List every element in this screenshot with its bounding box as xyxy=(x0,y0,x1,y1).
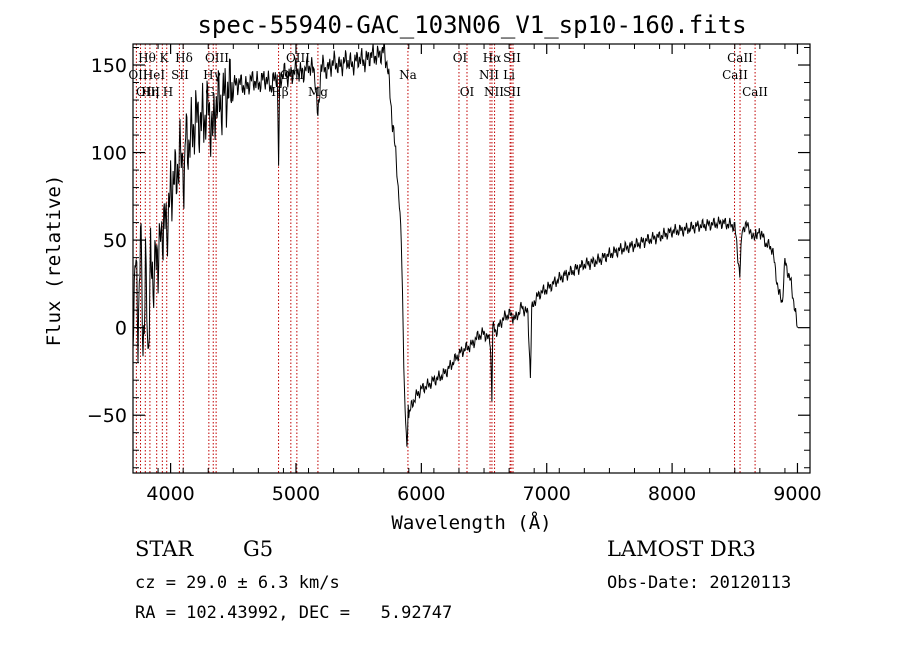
spectral-line-label: HeI xyxy=(143,68,166,82)
object-class: STAR xyxy=(135,537,194,561)
spectral-line-label: CaII xyxy=(722,68,748,82)
spectral-line-label: CaII xyxy=(742,85,768,99)
redshift-readout: cz = 29.0 ± 6.3 km/s xyxy=(135,573,340,593)
coordinates: RA = 102.43992, DEC = 5.92747 xyxy=(135,603,453,623)
spectral-line-label: Mg xyxy=(308,85,328,99)
spectral-line-label: Hδ xyxy=(175,51,193,65)
spectral-line-label: Hη xyxy=(141,85,159,99)
y-tick-label: 150 xyxy=(91,55,127,77)
spectral-line-label: Na xyxy=(399,68,417,82)
spectral-line-label: OIII xyxy=(136,85,160,99)
spectrum-line xyxy=(133,44,798,447)
spectral-line-label: OIII xyxy=(205,51,229,65)
spectral-line-label: OIII xyxy=(286,51,310,65)
spectral-line-label: H xyxy=(163,85,173,99)
observation-date: Obs-Date: 20120113 xyxy=(607,573,792,593)
spectral-line-label: CaII xyxy=(727,51,753,65)
survey-name: LAMOST DR3 xyxy=(607,537,756,561)
y-tick-label: 100 xyxy=(91,143,127,165)
spectral-line-label: OI xyxy=(453,51,468,65)
spectral-line-label: SII xyxy=(171,68,189,82)
spectral-line-label: G xyxy=(205,85,215,99)
x-tick-label: 8000 xyxy=(648,483,696,505)
object-subclass: G5 xyxy=(243,537,274,561)
spectral-line-label: NII xyxy=(479,68,499,82)
y-axis-label: Flux (relative) xyxy=(43,175,65,347)
spectral-line-label: Hβ xyxy=(271,85,288,99)
spectral-line-label: SII xyxy=(503,85,521,99)
y-tick-label: 0 xyxy=(115,318,127,340)
y-tick-label: −50 xyxy=(87,405,127,427)
spectral-line-label: SII xyxy=(503,51,521,65)
plot-frame xyxy=(132,43,811,474)
x-tick-label: 7000 xyxy=(523,483,571,505)
spectral-line-label: Hα xyxy=(483,51,502,65)
spectral-line-label: Hθ xyxy=(138,51,156,65)
x-tick-label: 5000 xyxy=(272,483,320,505)
spectral-line-label: K xyxy=(160,51,170,65)
x-axis-label: Wavelength (Å) xyxy=(391,511,551,534)
spectral-line-label: NII xyxy=(484,85,504,99)
x-tick-label: 4000 xyxy=(146,483,194,505)
x-tick-label: 9000 xyxy=(773,483,821,505)
y-tick-label: 50 xyxy=(103,230,127,252)
chart-title: spec-55940-GAC_103N06_V1_sp10-160.fits xyxy=(197,11,746,39)
x-tick-label: 6000 xyxy=(397,483,445,505)
spectral-line-label: OI xyxy=(460,85,475,99)
spectral-line-label: Li xyxy=(503,68,515,82)
spectral-line-label: Hγ xyxy=(203,68,221,82)
